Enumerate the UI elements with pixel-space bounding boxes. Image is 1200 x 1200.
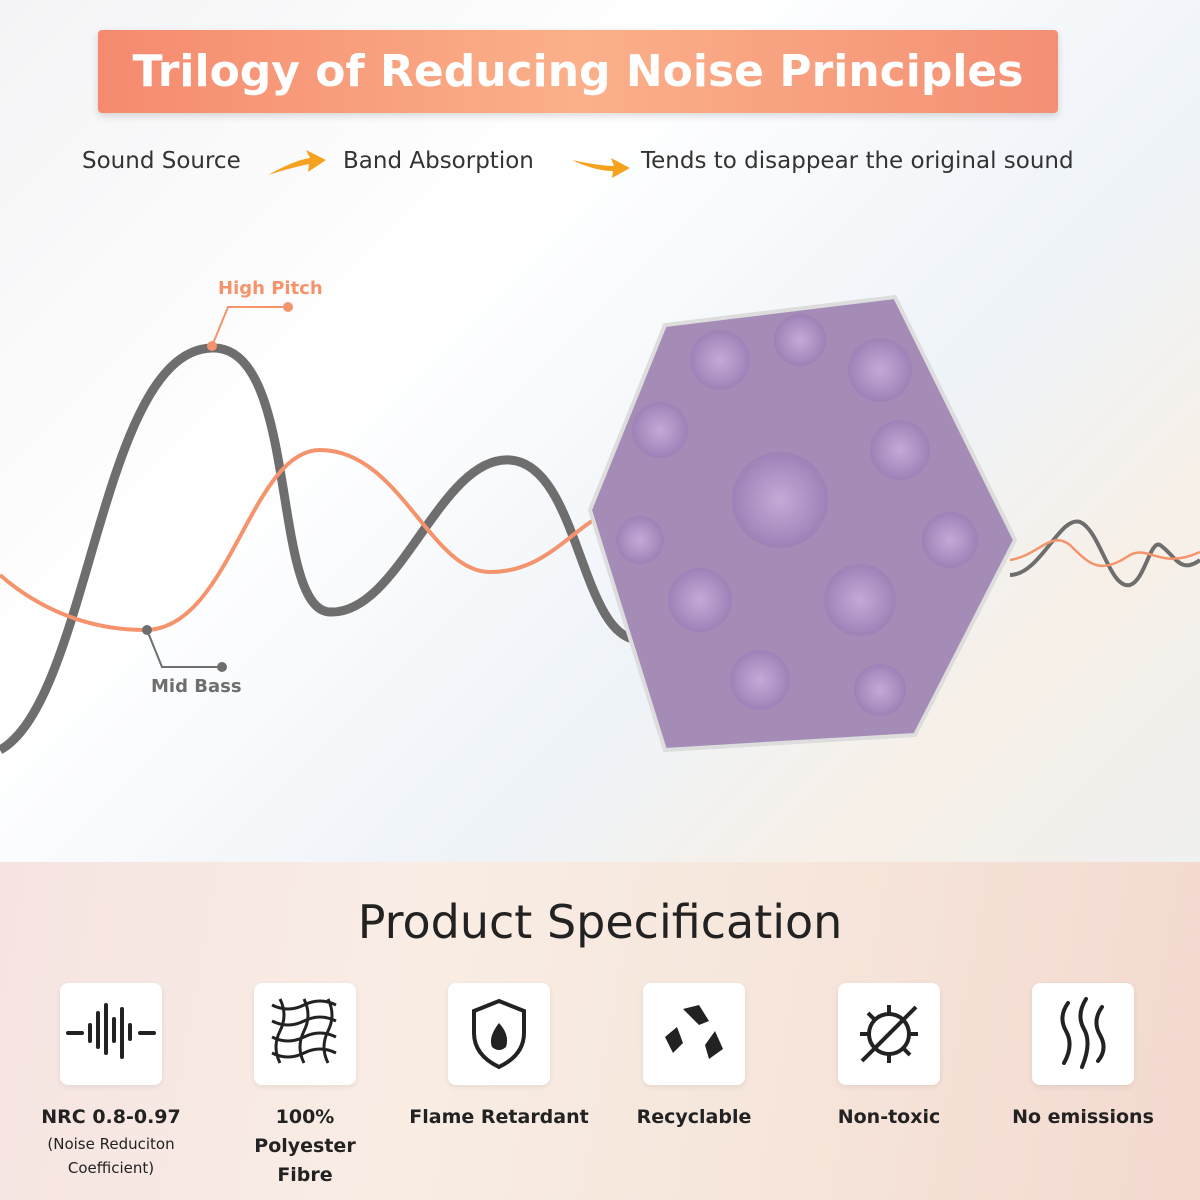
spec-label: Flame Retardant — [409, 1106, 589, 1128]
spec-icon — [448, 983, 550, 1085]
spec-label: NRC 0.8-0.97 — [41, 1106, 181, 1128]
leader-line — [211, 306, 288, 347]
title-banner: Trilogy of Reducing Noise Principles — [98, 30, 1058, 113]
spec-label: Non-toxic — [837, 1106, 941, 1128]
title: Trilogy of Reducing Noise Principles — [132, 46, 1024, 97]
marker — [217, 662, 227, 672]
icon — [271, 998, 337, 1064]
spec-label: No emissions — [1012, 1106, 1154, 1128]
icon — [665, 1005, 723, 1059]
wave-label: High Pitch — [218, 278, 323, 299]
marker — [283, 302, 293, 312]
spec-icon — [643, 983, 745, 1085]
icon — [66, 1003, 156, 1059]
wave-label: Mid Bass — [151, 676, 242, 697]
spec-item: No emissions — [988, 1103, 1178, 1132]
flow-step: Band Absorption — [343, 148, 534, 174]
spec-item: 100% Polyester Fibre — [230, 1103, 380, 1190]
spec-note: (Noise Reduciton Coefficient) — [47, 1135, 175, 1177]
bass-wave — [0, 343, 641, 754]
pitch-wave — [0, 447, 641, 633]
icon — [1060, 997, 1106, 1069]
spec-icon — [60, 983, 162, 1085]
bass-wave-out — [1009, 519, 1200, 588]
leader-line — [146, 629, 222, 668]
spec-label: 100% Polyester Fibre — [254, 1106, 356, 1186]
icon — [472, 998, 526, 1070]
floral-pattern — [616, 314, 978, 716]
flow-step: Sound Source — [82, 148, 241, 174]
spec-item: Flame Retardant — [404, 1103, 594, 1132]
marker — [207, 341, 217, 351]
spec-title: Product Specification — [357, 895, 843, 949]
spec-icon — [254, 983, 356, 1085]
marker — [142, 625, 152, 635]
spec-section — [0, 862, 1200, 1200]
spec-label: Recyclable — [636, 1106, 752, 1128]
icon — [860, 1005, 918, 1063]
spec-icon — [1032, 983, 1134, 1085]
spec-item: Non-toxic — [794, 1103, 984, 1132]
spec-icon — [838, 983, 940, 1085]
spec-item: NRC 0.8-0.97 (Noise Reduciton Coefficient… — [16, 1103, 206, 1180]
flow-arrows — [268, 150, 630, 178]
wave-illustration — [0, 150, 1200, 754]
spec-item: Recyclable — [599, 1103, 789, 1132]
pitch-wave-out — [1009, 539, 1200, 567]
flow-step: Tends to disappear the original sound — [641, 148, 1074, 174]
